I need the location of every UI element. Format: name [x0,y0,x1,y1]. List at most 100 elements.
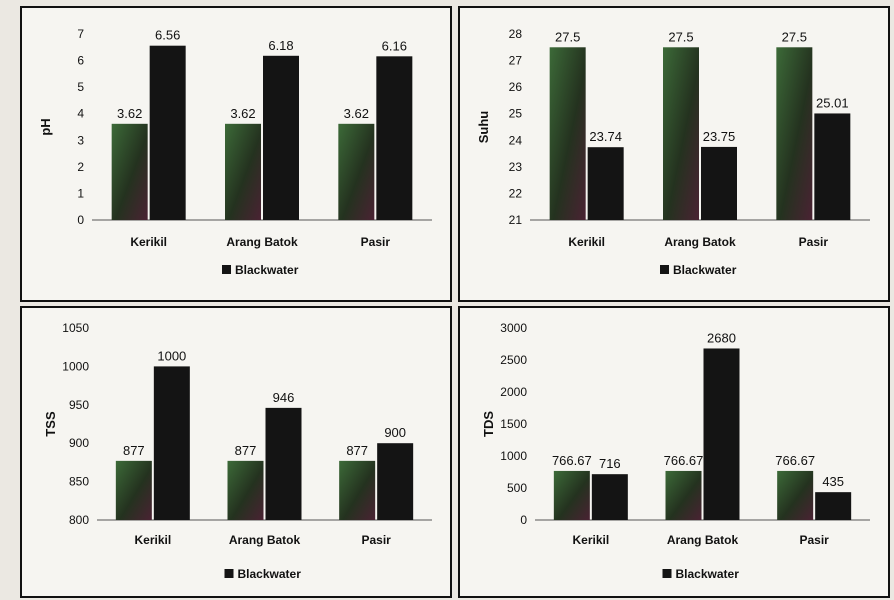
bar-series-1 [111,123,148,220]
category-label: Pasir [799,533,829,547]
data-label: 27.5 [555,29,580,44]
category-label: Kerikil [134,533,171,547]
data-label: 435 [822,474,844,489]
category-label: Pasir [361,533,391,547]
y-tick-label: 1000 [62,359,89,373]
category-label: Pasir [799,235,829,249]
bar-blackwater [703,348,740,520]
bar-blackwater [814,113,851,220]
legend-label: Blackwater [235,263,299,277]
data-label: 6.18 [268,38,293,53]
data-label: 6.16 [382,38,407,53]
data-label: 23.74 [589,129,622,144]
y-tick-label: 500 [507,481,527,495]
y-tick-label: 1050 [62,321,89,335]
bar-series-1 [777,470,814,520]
chart-suhu: Suhu 21 22 23 24 25 26 27 28 27.5 23.74 Kerikil 27.5… [458,6,890,302]
legend-swatch [222,265,231,274]
y-tick-label: 24 [509,133,523,147]
bar-series-1 [665,470,702,520]
bar-blackwater [587,147,624,220]
y-tick-label: 1 [77,186,84,200]
y-axis-label: TSS [43,411,58,437]
bar-series-1 [225,123,261,220]
bar-series-1 [227,460,264,520]
legend-swatch [660,265,669,274]
y-tick-label: 27 [509,54,523,68]
category-label: Kerikil [568,235,605,249]
data-label: 900 [384,425,406,440]
data-label: 877 [346,443,368,458]
y-tick-label: 25 [509,107,523,121]
bar-blackwater [377,443,414,520]
bar-series-1 [338,123,375,220]
chart-tss: TSS 800 850 900 950 1000 1050 877 1000 Kerikil 877… [20,306,452,598]
y-tick-label: 0 [520,513,527,527]
chart-ph: pH 0 1 2 3 4 5 6 7 3.62 6.56 Kerikil 3.62 6.18 Arang B… [20,6,452,302]
y-tick-label: 1000 [500,449,527,463]
data-label: 766.67 [552,453,592,468]
legend-label: Blackwater [673,263,737,277]
chart-ph-svg: pH 0 1 2 3 4 5 6 7 3.62 6.56 Kerikil 3.62 6.18 Arang B… [38,27,432,277]
legend-label: Blackwater [676,567,740,581]
y-tick-label: 800 [69,513,89,527]
data-label: 2680 [707,330,736,345]
category-label: Arang Batok [229,533,301,547]
y-tick-label: 28 [509,27,523,41]
bar-blackwater [701,146,737,220]
legend-label: Blackwater [238,567,302,581]
y-tick-label: 2000 [500,385,527,399]
y-axis-label: TDS [481,411,496,437]
bar-blackwater [263,55,299,220]
bar-series-1 [776,47,813,221]
y-tick-label: 850 [69,475,89,489]
bar-blackwater [376,56,413,220]
data-label: 877 [123,443,145,458]
data-label: 6.56 [155,28,180,43]
y-tick-label: 26 [509,80,523,94]
bar-blackwater [815,492,852,520]
chart-tds: TDS 0 500 1000 1500 2000 2500 3000 766.67 716 Keri… [458,306,890,598]
data-label: 946 [273,390,295,405]
y-tick-label: 2500 [500,353,527,367]
data-label: 3.62 [230,106,255,121]
data-label: 25.01 [816,95,849,110]
data-label: 23.75 [703,129,736,144]
data-label: 3.62 [344,106,369,121]
bar-series-1 [115,460,152,520]
category-label: Arang Batok [667,533,739,547]
bar-series-1 [339,460,376,520]
y-tick-label: 22 [509,186,523,200]
bar-series-1 [553,470,590,520]
bar-blackwater [265,407,302,520]
bar-blackwater [153,366,190,520]
chart-tds-svg: TDS 0 500 1000 1500 2000 2500 3000 766.67 716 Keri… [481,321,870,581]
y-tick-label: 900 [69,436,89,450]
chart-suhu-svg: Suhu 21 22 23 24 25 26 27 28 27.5 23.74 Kerikil 27.5… [476,27,870,277]
data-label: 716 [599,456,621,471]
data-label: 766.67 [664,453,704,468]
data-label: 1000 [157,348,186,363]
data-label: 27.5 [782,29,807,44]
y-tick-label: 950 [69,398,89,412]
y-tick-label: 23 [509,160,523,174]
legend-swatch [662,569,672,578]
category-label: Kerikil [572,533,609,547]
chart-tss-svg: TSS 800 850 900 950 1000 1050 877 1000 Kerikil 877… [43,321,432,581]
data-label: 27.5 [668,29,693,44]
y-tick-label: 7 [77,27,84,41]
y-tick-label: 6 [77,54,84,68]
bar-series-1 [663,47,699,221]
bar-blackwater [591,474,628,520]
y-tick-label: 2 [77,160,84,174]
y-tick-label: 1500 [500,417,527,431]
y-tick-label: 21 [509,213,523,227]
data-label: 877 [235,443,257,458]
y-tick-label: 0 [77,213,84,227]
legend-swatch [224,569,234,578]
category-label: Arang Batok [664,235,736,249]
bar-series-1 [549,47,586,221]
y-tick-label: 4 [77,107,84,121]
y-tick-label: 5 [77,80,84,94]
data-label: 3.62 [117,106,142,121]
